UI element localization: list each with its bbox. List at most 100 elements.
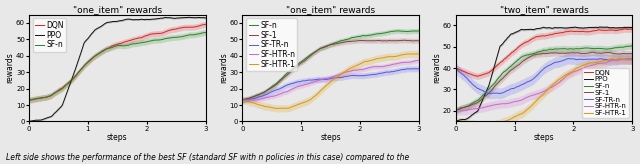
- SF-n: [556, 48, 564, 50]
- PPO: [452, 120, 460, 122]
- SF-HTR-1: [239, 99, 246, 101]
- SF-n: [452, 109, 460, 111]
- SF-1: [601, 52, 609, 54]
- X-axis label: steps: steps: [534, 133, 554, 142]
- SF-HTR-1: [388, 56, 396, 58]
- SF-HTR-n: [455, 110, 463, 112]
- SF-TR-n: [239, 99, 246, 101]
- PPO: [452, 120, 460, 122]
- PPO: [130, 19, 138, 21]
- Title: "one_item" rewards: "one_item" rewards: [286, 6, 375, 15]
- DQN: [452, 67, 460, 69]
- SF-HTR-n: [557, 80, 564, 82]
- SF-n: [560, 48, 568, 50]
- DQN: [174, 28, 182, 30]
- SF-HTR-n: [239, 99, 246, 101]
- SF-HTR-n: [557, 80, 565, 82]
- SF-TR-n: [239, 99, 247, 101]
- SF-TR-n: [343, 76, 351, 78]
- PPO: [628, 27, 636, 29]
- SF-HTR-1: [557, 77, 564, 79]
- SF-1: [387, 40, 395, 42]
- Title: "one_item" rewards: "one_item" rewards: [73, 6, 162, 15]
- SF-HTR-1: [452, 120, 460, 122]
- DQN: [130, 38, 138, 40]
- SF-TR-n: [613, 59, 621, 61]
- SF-HTR-1: [415, 53, 422, 55]
- PPO: [186, 16, 193, 18]
- SF-n: [25, 99, 33, 101]
- SF-TR-n: [344, 75, 351, 77]
- SF-n: [387, 31, 395, 33]
- PPO: [174, 17, 182, 19]
- SF-HTR-n: [415, 59, 422, 61]
- SF-HTR-n: [452, 110, 460, 112]
- SF-n: [600, 48, 608, 50]
- SF-n: [239, 99, 246, 101]
- Line: SF-1: SF-1: [456, 52, 632, 111]
- PPO: [133, 19, 141, 21]
- X-axis label: steps: steps: [321, 133, 341, 142]
- Line: SF-1: SF-1: [243, 40, 419, 100]
- PPO: [601, 26, 609, 28]
- SF-HTR-n: [612, 60, 620, 62]
- SF-1: [612, 53, 620, 55]
- SF-HTR-1: [561, 74, 568, 76]
- SF-TR-n: [628, 58, 636, 60]
- SF-HTR-1: [452, 120, 460, 122]
- SF-TR-n: [602, 58, 609, 60]
- DQN: [557, 32, 564, 34]
- DQN: [557, 32, 565, 34]
- Line: SF-HTR-1: SF-HTR-1: [243, 54, 419, 108]
- SF-HTR-1: [628, 59, 636, 61]
- SF-HTR-n: [601, 62, 609, 64]
- DQN: [202, 23, 209, 25]
- SF-1: [452, 110, 460, 112]
- SF-n: [452, 109, 460, 111]
- SF-HTR-n: [239, 99, 247, 101]
- SF-TR-n: [557, 60, 564, 62]
- SF-n: [344, 38, 351, 40]
- DQN: [25, 99, 33, 101]
- SF-TR-n: [399, 69, 406, 71]
- SF-HTR-1: [557, 77, 565, 79]
- SF-n: [415, 30, 422, 32]
- SF-n: [133, 42, 141, 44]
- SF-1: [557, 52, 564, 54]
- DQN: [185, 26, 193, 28]
- DQN: [561, 31, 568, 33]
- SF-HTR-1: [239, 99, 247, 101]
- SF-n: [185, 34, 193, 36]
- SF-n: [239, 99, 247, 101]
- SF-n: [131, 43, 138, 45]
- SF-n: [26, 99, 33, 101]
- Legend: SF-n, SF-1, SF-TR-n, SF-HTR-n, SF-HTR-1: SF-n, SF-1, SF-TR-n, SF-HTR-n, SF-HTR-1: [246, 19, 298, 71]
- DQN: [601, 29, 609, 31]
- SF-1: [628, 53, 636, 55]
- Line: PPO: PPO: [29, 17, 205, 121]
- SF-HTR-1: [415, 53, 422, 55]
- Line: SF-HTR-1: SF-HTR-1: [456, 59, 632, 126]
- SF-n: [612, 47, 620, 49]
- DQN: [26, 99, 33, 101]
- SF-TR-n: [415, 68, 422, 70]
- Legend: DQN, PPO, SF-n: DQN, PPO, SF-n: [33, 19, 67, 51]
- SF-TR-n: [557, 60, 565, 62]
- SF-HTR-1: [347, 67, 355, 69]
- SF-n: [347, 37, 355, 39]
- SF-HTR-n: [347, 70, 355, 72]
- DQN: [474, 75, 481, 77]
- Y-axis label: rewards: rewards: [432, 53, 441, 83]
- Line: SF-n: SF-n: [29, 33, 205, 100]
- Y-axis label: rewards: rewards: [6, 53, 15, 83]
- SF-HTR-n: [387, 64, 395, 66]
- Line: SF-TR-n: SF-TR-n: [456, 59, 632, 94]
- PPO: [185, 16, 193, 18]
- PPO: [556, 27, 564, 29]
- SF-1: [239, 99, 246, 101]
- Line: SF-HTR-n: SF-HTR-n: [243, 60, 419, 100]
- SF-TR-n: [561, 59, 568, 61]
- DQN: [620, 28, 628, 30]
- Line: SF-HTR-n: SF-HTR-n: [456, 60, 632, 111]
- SF-TR-n: [387, 71, 395, 73]
